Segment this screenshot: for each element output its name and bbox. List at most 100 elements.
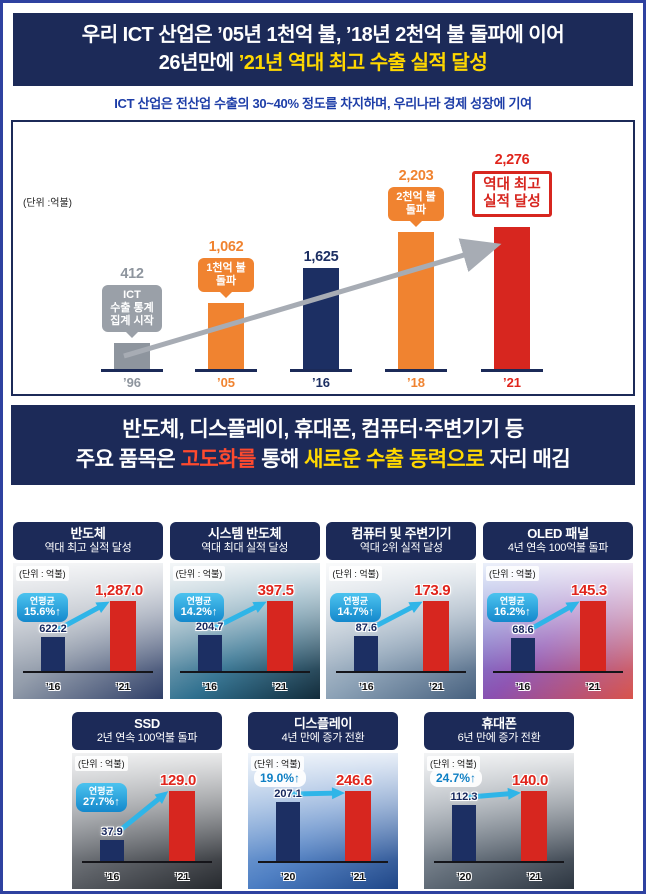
annotation-line: 1천억 불	[206, 262, 246, 274]
bar-baseline	[434, 861, 564, 863]
annotation-line: 수출 통계	[110, 302, 154, 314]
bar-2005	[208, 303, 244, 369]
x-axis-label-left: ’16	[202, 681, 217, 693]
bar-value: 1,625	[303, 249, 339, 265]
annotation-line: ICT	[123, 289, 141, 301]
growth-badge: 연평균 14.2%↑	[173, 593, 225, 622]
bar-right	[266, 601, 293, 671]
bar-group-2016: 1,625 ’16	[273, 249, 369, 394]
bar-value: 412	[120, 266, 144, 282]
bar-value-right: 173.9	[414, 582, 451, 599]
card-subtitle: 역대 2위 실적 달성	[359, 542, 443, 554]
card-chart-photo: (단위 : 억불) 연평균 16.2%↑ 68.6 145.3 ’16 ’21	[482, 563, 633, 699]
bar-group-2021: 2,276 역대 최고 실적 달성 ’21	[464, 152, 560, 394]
bar-value-left: 622.2	[39, 623, 67, 635]
headline-line1: 우리 ICT 산업은 ’05년 1천억 불, ’18년 2천억 불 돌파에 이어	[17, 21, 629, 49]
category-card: 반도체 역대 최고 실적 달성 (단위 : 억불) 연평균 15.6%↑ 622…	[13, 522, 163, 699]
bar-baseline	[82, 861, 212, 863]
growth-badge: 연평균 27.7%↑	[76, 783, 127, 812]
bar-left	[276, 802, 300, 861]
bar-value-left: 204.7	[195, 621, 224, 633]
bar-left	[100, 840, 124, 861]
bar-2018	[398, 232, 434, 369]
x-axis-label-right: ’21	[429, 681, 444, 693]
bar-value-left: 87.6	[355, 622, 378, 634]
card-header: 컴퓨터 및 주변기기 역대 2위 실적 달성	[326, 522, 477, 560]
growth-badge-label: 연평균	[499, 596, 525, 606]
bar-baseline	[101, 369, 163, 372]
bar-2021	[494, 227, 530, 369]
section2-line2-white1: 주요 품목은	[75, 448, 181, 471]
growth-badge-label: 연평균	[343, 596, 369, 606]
bar-group-2018: 2,203 2천억 불 돌파 ’18	[368, 168, 464, 394]
card-subtitle: 역대 최대 실적 달성	[201, 542, 289, 554]
x-axis-label: ’96	[122, 375, 142, 390]
bar-left	[41, 637, 65, 671]
bar-baseline	[290, 369, 352, 372]
category-card: SSD 2년 연속 100억불 돌파 (단위 : 억불) 연평균 27.7%↑ …	[72, 712, 222, 889]
card-chart-photo: (단위 : 억불) 연평균 27.7%↑ 37.9 129.0 ’16 ’21	[72, 753, 222, 889]
category-card: 컴퓨터 및 주변기기 역대 2위 실적 달성 (단위 : 억불) 연평균 14.…	[326, 522, 477, 699]
bar-value-right: 1,287.0	[95, 582, 143, 599]
bar-group-2005: 1,062 1천억 불 돌파 ’05	[178, 239, 274, 394]
annotation-bubble: 2천억 불 돌파	[388, 187, 444, 227]
section2-line2-white3: 자리 매김	[484, 448, 571, 471]
unit-label: (단위 : 억불)	[16, 566, 69, 581]
card-header: 시스템 반도체 역대 최대 실적 달성	[169, 522, 320, 560]
card-subtitle: 4년 만에 증가 전환	[281, 732, 365, 744]
bar-baseline	[179, 671, 310, 673]
card-header: OLED 패널 4년 연속 100억불 돌파	[482, 522, 633, 560]
growth-badge: 19.0%↑	[254, 769, 307, 787]
bar-value-right: 129.0	[159, 772, 197, 789]
x-axis-label-left: ’20	[456, 871, 472, 883]
cards-row-bottom: SSD 2년 연속 100억불 돌파 (단위 : 억불) 연평균 27.7%↑ …	[3, 712, 643, 889]
bar-1996	[114, 343, 150, 369]
bar-value: 1,062	[208, 239, 244, 255]
growth-badge-value: 19.0%↑	[260, 771, 301, 785]
cards-row-top: 반도체 역대 최고 실적 달성 (단위 : 억불) 연평균 15.6%↑ 622…	[3, 522, 643, 699]
headline-banner: 우리 ICT 산업은 ’05년 1천억 불, ’18년 2천억 불 돌파에 이어…	[13, 13, 633, 86]
bar-baseline	[195, 369, 257, 372]
card-subtitle: 6년 만에 증가 전환	[457, 732, 541, 744]
bar-right	[345, 791, 371, 861]
headline-line2-white: 26년만에	[158, 52, 239, 74]
growth-badge-value: 16.2%↑	[493, 606, 531, 618]
x-axis-label: ’16	[311, 375, 331, 390]
x-axis-label: ’18	[406, 375, 426, 390]
card-title: OLED 패널	[527, 526, 589, 541]
card-header: 휴대폰 6년 만에 증가 전환	[424, 712, 574, 750]
ict-export-trend-chart: (단위 :억불) 412 ICT 수출 통계 집계 시작 ’96 1,062	[11, 120, 635, 396]
bar-right	[521, 791, 547, 861]
section2-banner: 반도체, 디스플레이, 휴대폰, 컴퓨터·주변기기 등 주요 품목은 고도화를 …	[11, 405, 635, 485]
annotation-line: 2천억 불	[396, 191, 436, 203]
bar-left	[197, 635, 222, 671]
unit-label: (단위 : 억불)	[251, 756, 304, 771]
unit-label: (단위 :억불)	[23, 198, 73, 209]
x-axis-label-left: ’16	[45, 681, 61, 693]
growth-badge: 연평균 16.2%↑	[486, 593, 538, 622]
card-header: SSD 2년 연속 100억불 돌파	[72, 712, 222, 750]
x-axis-label-right: ’21	[272, 681, 287, 693]
unit-label: (단위 : 억불)	[427, 756, 480, 771]
growth-badge-value: 14.2%↑	[180, 606, 218, 618]
bar-value-right: 140.0	[511, 772, 549, 789]
annotation-line: 돌파	[215, 275, 237, 287]
record-high-callout: 역대 최고 실적 달성	[472, 171, 552, 217]
card-title: 휴대폰	[481, 716, 517, 731]
bar-value: 2,276	[494, 152, 530, 168]
card-subtitle: 역대 최고 실적 달성	[44, 542, 132, 554]
growth-badge: 연평균 14.7%↑	[330, 593, 382, 622]
annotation-bubble: ICT 수출 통계 집계 시작	[102, 285, 162, 338]
bar-value-right: 145.3	[570, 582, 607, 599]
bar-baseline	[481, 369, 543, 372]
bar-baseline	[492, 671, 623, 673]
bar-left	[452, 805, 476, 861]
bar-baseline	[23, 671, 153, 673]
card-title: 컴퓨터 및 주변기기	[351, 526, 452, 541]
x-axis-label: ’05	[216, 375, 236, 390]
bar-right	[169, 791, 195, 861]
x-axis-label-right: ’21	[115, 681, 131, 693]
x-axis-label: ’21	[502, 375, 522, 390]
category-card: 시스템 반도체 역대 최대 실적 달성 (단위 : 억불) 연평균 14.2%↑…	[169, 522, 320, 699]
